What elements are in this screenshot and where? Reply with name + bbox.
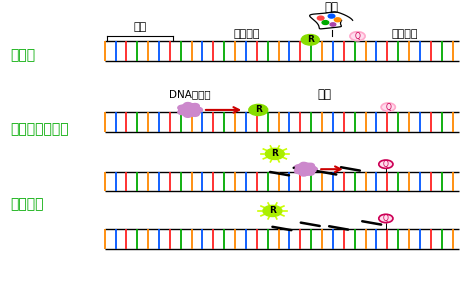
Circle shape: [300, 172, 308, 176]
Circle shape: [318, 16, 324, 20]
Circle shape: [301, 35, 319, 45]
Circle shape: [379, 160, 393, 168]
Text: R: R: [307, 35, 314, 44]
Text: DNA聚合酶: DNA聚合酶: [169, 89, 210, 99]
Circle shape: [178, 105, 186, 110]
Circle shape: [191, 111, 199, 116]
Circle shape: [294, 169, 302, 174]
Circle shape: [191, 103, 199, 108]
Circle shape: [183, 112, 192, 117]
Circle shape: [350, 32, 365, 41]
Text: 引物和探针退火: 引物和探针退火: [10, 122, 69, 136]
Text: Q: Q: [383, 214, 389, 223]
Text: Q: Q: [385, 103, 391, 112]
Text: 引物: 引物: [134, 22, 147, 32]
Circle shape: [330, 23, 336, 26]
Text: 热变性: 热变性: [10, 48, 35, 62]
Circle shape: [310, 167, 318, 172]
Circle shape: [249, 104, 268, 116]
Text: R: R: [269, 206, 276, 216]
Text: R: R: [272, 149, 278, 158]
Circle shape: [307, 171, 314, 175]
Text: R: R: [255, 105, 262, 114]
Circle shape: [263, 205, 282, 216]
Circle shape: [322, 21, 328, 24]
Circle shape: [300, 162, 308, 167]
Circle shape: [194, 107, 202, 112]
Text: 探针: 探针: [325, 1, 338, 14]
Text: 延伸反应: 延伸反应: [10, 197, 44, 211]
Circle shape: [178, 110, 186, 115]
Circle shape: [179, 104, 201, 116]
Circle shape: [379, 214, 393, 223]
Circle shape: [307, 163, 314, 168]
Circle shape: [334, 18, 341, 22]
Circle shape: [183, 103, 192, 108]
Text: Q: Q: [355, 32, 360, 41]
Circle shape: [381, 103, 395, 111]
Text: 报告基团: 报告基团: [233, 29, 260, 39]
Circle shape: [295, 163, 316, 175]
Text: 淡灯基团: 淡灯基团: [392, 29, 418, 39]
Circle shape: [294, 165, 302, 169]
Circle shape: [265, 148, 284, 159]
Text: Q: Q: [383, 160, 389, 169]
Circle shape: [328, 14, 335, 18]
Text: 探针: 探针: [318, 87, 331, 101]
